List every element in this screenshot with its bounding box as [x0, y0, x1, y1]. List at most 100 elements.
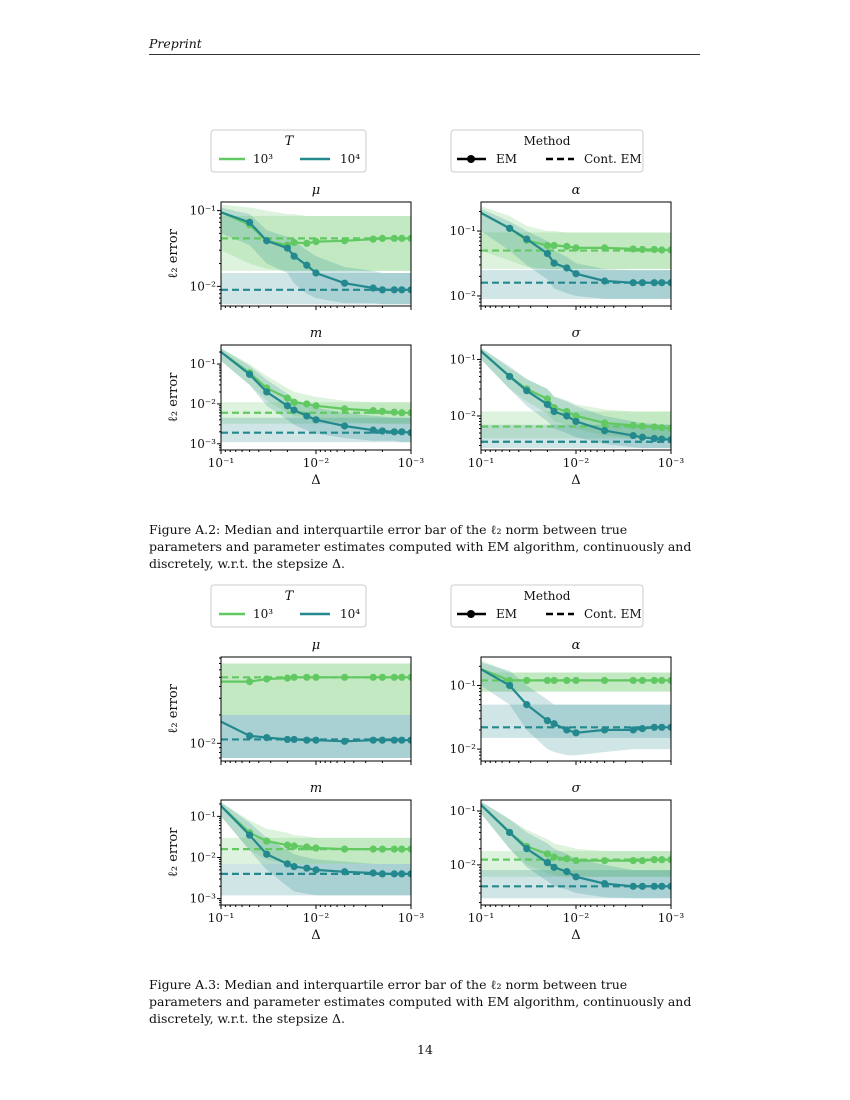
plot-area	[221, 204, 411, 305]
legend-T-title: T	[285, 589, 295, 604]
em-point	[600, 879, 609, 888]
legend-T: T 10³ 10⁴	[210, 584, 367, 628]
em-point	[390, 428, 398, 436]
em-point	[658, 882, 666, 890]
x-axis-label: Δ	[311, 928, 320, 943]
em-point	[667, 279, 671, 287]
figure-a3-plots: T 10³ 10⁴ Method EM Cont. EM μ 10⁻² ℓ₂ error α 10⁻…	[166, 584, 685, 943]
em-point	[245, 831, 254, 839]
x-tick-label: 10⁻²	[303, 911, 330, 925]
panel-title: σ	[572, 781, 582, 796]
em-point	[523, 235, 531, 243]
y-tick-label: 10⁻³	[190, 437, 217, 451]
em-point	[369, 673, 377, 681]
em-point	[650, 434, 658, 443]
em-point	[303, 843, 311, 851]
x-tick-label: 10⁻²	[303, 456, 330, 470]
y-tick-label: 10⁻¹	[190, 204, 216, 218]
em-point	[543, 859, 552, 867]
legend-method-label-cont: Cont. EM	[584, 607, 642, 621]
em-point	[629, 882, 637, 890]
em-point	[650, 676, 658, 685]
em-point	[407, 673, 411, 681]
x-tick-label: 10⁻²	[563, 911, 590, 925]
em-point	[303, 412, 311, 420]
x-axis	[220, 306, 412, 310]
x-axis: 10⁻¹ 10⁻² 10⁻³ Δ	[208, 905, 424, 943]
em-point	[283, 841, 292, 849]
em-point	[378, 845, 387, 853]
x-axis-label: Δ	[571, 473, 580, 488]
panel-0-3: σ 10⁻¹ 10⁻² 10⁻³ Δ 10⁻¹ 10⁻²	[450, 326, 685, 488]
em-point	[245, 218, 254, 226]
panel-title: m	[310, 326, 322, 341]
em-point	[563, 412, 571, 420]
em-point	[650, 856, 658, 864]
em-point	[312, 673, 320, 681]
em-band	[481, 660, 671, 692]
em-point	[658, 246, 666, 254]
plot-area	[481, 347, 671, 449]
em-point	[505, 372, 514, 381]
em-point	[550, 853, 558, 861]
plot-area	[481, 801, 671, 899]
em-point	[290, 735, 298, 744]
em-point	[650, 723, 658, 731]
em-point	[523, 387, 531, 395]
em-point	[572, 676, 580, 685]
em-point	[638, 676, 647, 685]
em-point	[543, 717, 552, 725]
em-band	[481, 347, 671, 439]
em-point	[303, 400, 311, 408]
panel-1-3: σ 10⁻¹ 10⁻² 10⁻³ Δ 10⁻¹ 10⁻²	[450, 781, 685, 943]
y-tick-label: 10⁻¹	[450, 352, 476, 366]
em-point	[505, 828, 514, 837]
y-axis: 10⁻² ℓ₂ error	[166, 657, 221, 759]
em-band	[221, 207, 411, 305]
em-point	[303, 736, 311, 744]
em-point	[407, 286, 411, 294]
y-axis-label: ℓ₂ error	[166, 372, 181, 423]
legend-T-label-1e3: 10³	[253, 607, 273, 621]
em-point	[340, 737, 349, 745]
legend-T-label-1e4: 10⁴	[340, 152, 360, 166]
em-point	[550, 407, 558, 416]
x-axis: 10⁻¹ 10⁻² 10⁻³ Δ	[468, 905, 684, 943]
em-point	[629, 279, 637, 287]
legend-method-label-em: EM	[496, 152, 517, 166]
legend-method-label-em: EM	[496, 607, 517, 621]
em-point	[667, 723, 671, 731]
panel-1-0: μ 10⁻² ℓ₂ error	[166, 638, 412, 765]
y-tick-label: 10⁻²	[190, 736, 217, 750]
em-point	[378, 286, 387, 294]
em-point	[340, 279, 349, 287]
em-band	[221, 348, 411, 424]
em-point	[667, 246, 671, 254]
em-point	[369, 426, 377, 434]
x-tick-label: 10⁻²	[563, 456, 590, 470]
em-point	[390, 736, 398, 744]
em-point	[407, 429, 411, 437]
em-point	[340, 237, 349, 245]
y-tick-label: 10⁻¹	[450, 678, 476, 692]
figure-a2-plots: T 10³ 10⁴ Method EM Cont. EM μ 10⁻¹ 10⁻² ℓ₂ error…	[166, 129, 685, 488]
em-point	[398, 870, 406, 878]
em-point	[638, 245, 647, 254]
y-tick-label: 10⁻¹	[190, 809, 216, 823]
em-point	[572, 244, 580, 252]
em-point	[600, 244, 609, 252]
x-tick-label: 10⁻³	[398, 456, 425, 470]
em-point	[390, 673, 398, 681]
y-tick-label: 10⁻²	[450, 858, 477, 872]
em-point	[600, 277, 609, 285]
em-point	[263, 388, 271, 396]
em-band	[481, 347, 671, 449]
legend-method-label-cont: Cont. EM	[584, 152, 642, 166]
legend-method-title: Method	[524, 589, 571, 603]
y-tick-label: 10⁻²	[190, 850, 217, 864]
y-axis: 10⁻¹ 10⁻² ℓ₂ error	[166, 204, 221, 304]
legend-T-label-1e4: 10⁴	[340, 607, 360, 621]
em-point	[572, 857, 580, 865]
em-point	[398, 286, 406, 294]
em-point	[543, 850, 552, 858]
